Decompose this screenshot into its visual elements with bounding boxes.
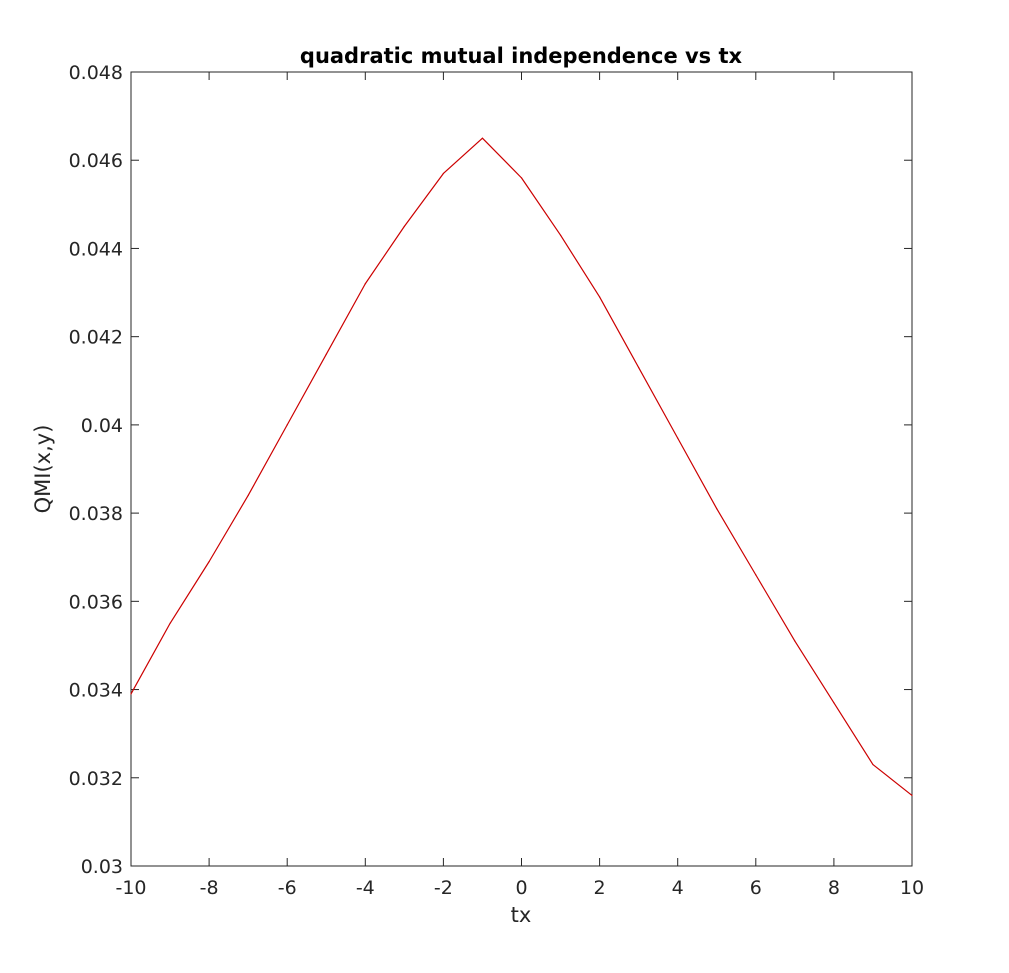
x-tick-label-3: -4 (356, 877, 375, 899)
data-point-0-4 (286, 424, 288, 426)
y-tick-label-9: 0.048 (69, 62, 123, 84)
data-point-0-6 (364, 283, 366, 285)
chart-title: quadratic mutual independence vs tx (300, 44, 743, 68)
data-point-0-8 (442, 172, 444, 175)
data-point-0-10 (520, 177, 523, 179)
data-point-0-2 (208, 561, 210, 563)
axes-box (130, 71, 913, 867)
y-tick-label-1: 0.032 (69, 768, 123, 790)
data-point-0-0 (130, 693, 132, 695)
plot-area: -10 -8 -6 -4 -2 0 2 4 6 8 10 0.030.0320.0340.0360.… (69, 62, 925, 899)
data-point-0-3 (247, 494, 249, 497)
y-tick-label-3: 0.036 (69, 591, 123, 613)
x-tick-label-1: -8 (200, 877, 219, 899)
x-tick-label-8: 6 (750, 877, 762, 899)
x-tick-label-2: -6 (278, 877, 297, 899)
data-point-0-15 (716, 508, 718, 510)
y-tick-label-4: 0.038 (69, 503, 123, 525)
series-layer (130, 137, 913, 797)
data-point-0-5 (325, 353, 327, 355)
data-point-0-14 (677, 437, 679, 439)
y-tick-label-2: 0.034 (69, 680, 123, 702)
data-point-0-13 (638, 366, 640, 369)
data-point-0-18 (833, 702, 835, 704)
x-tick-label-9: 8 (828, 877, 840, 899)
data-point-0-7 (403, 225, 405, 227)
data-point-0-19 (872, 763, 874, 766)
data-point-0-9 (481, 137, 484, 139)
data-point-0-16 (755, 574, 757, 576)
x-tick-label-7: 4 (672, 877, 684, 899)
x-axis-label: tx (511, 903, 532, 927)
x-tick-label-5: 0 (515, 877, 527, 899)
data-point-0-20 (911, 794, 913, 797)
y-axis-ticks: 0.03 0.032 0.034 0.036 0.038 0.04 0.042 0.044 0.… (69, 62, 912, 878)
data-point-0-11 (559, 234, 562, 236)
x-tick-label-10: 10 (900, 877, 924, 899)
x-tick-label-6: 2 (594, 877, 606, 899)
data-point-0-12 (599, 296, 601, 298)
y-axis-label: QMI(x,y) (31, 425, 55, 514)
y-tick-label-8: 0.046 (69, 150, 123, 172)
data-point-0-1 (169, 622, 171, 624)
x-tick-label-0: -10 (115, 877, 146, 899)
data-point-0-17 (794, 640, 796, 642)
x-axis-ticks: -10 -8 -6 -4 -2 0 2 4 6 8 10 (115, 72, 924, 899)
y-tick-label-6: 0.042 (69, 327, 123, 349)
y-tick-label-7: 0.044 (69, 238, 123, 260)
y-tick-label-0: 0.03 (81, 856, 123, 878)
y-tick-label-5: 0.04 (81, 415, 123, 437)
x-tick-label-4: -2 (434, 877, 453, 899)
